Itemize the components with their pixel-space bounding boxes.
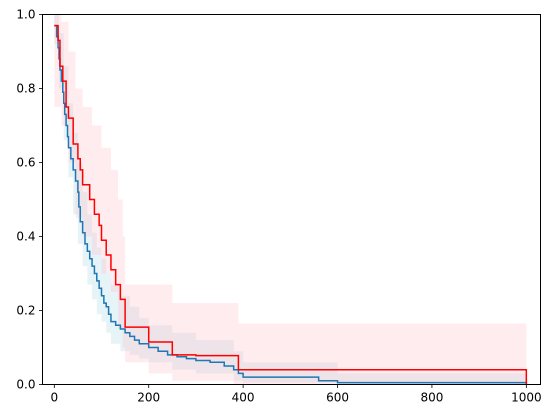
x-tick-label: 0 — [50, 391, 58, 405]
y-tick-label: 0.8 — [16, 82, 35, 96]
x-axis-ticks: 0 200 400 600 800 1000 — [50, 384, 542, 405]
y-tick-label: 0.2 — [16, 304, 35, 318]
x-tick-label: 200 — [137, 391, 160, 405]
y-tick-label: 1.0 — [16, 8, 35, 22]
y-tick-label: 0.6 — [16, 156, 35, 170]
x-tick-label: 1000 — [511, 391, 542, 405]
plot-frame — [42, 14, 541, 385]
y-axis-ticks: 0.0 0.2 0.4 0.6 0.8 1.0 — [16, 8, 43, 392]
y-tick-label: 0.0 — [16, 378, 35, 392]
survival-line-2 — [54, 24, 528, 385]
y-tick-label: 0.4 — [16, 230, 35, 244]
survival-line-1 — [54, 24, 528, 385]
x-tick-label: 600 — [326, 391, 349, 405]
confidence-bands — [54, 14, 527, 385]
survival-curves — [54, 24, 528, 385]
x-tick-label: 800 — [420, 391, 443, 405]
x-tick-label: 400 — [232, 391, 255, 405]
confidence-band-2 — [54, 14, 527, 385]
